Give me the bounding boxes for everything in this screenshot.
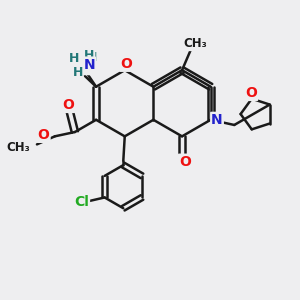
Text: H: H	[84, 49, 94, 62]
Text: CH₃: CH₃	[6, 141, 30, 154]
Text: N: N	[82, 60, 93, 74]
Text: CH₃: CH₃	[183, 37, 207, 50]
Text: H: H	[73, 66, 83, 79]
Text: O: O	[245, 86, 257, 100]
Text: H: H	[87, 51, 97, 64]
Text: H: H	[69, 52, 79, 65]
Text: O: O	[179, 155, 191, 169]
Text: O: O	[38, 128, 50, 142]
Text: N: N	[211, 113, 223, 127]
Text: O: O	[62, 98, 74, 112]
Text: O: O	[120, 57, 132, 71]
Text: N: N	[83, 58, 95, 72]
Text: Cl: Cl	[74, 195, 89, 209]
